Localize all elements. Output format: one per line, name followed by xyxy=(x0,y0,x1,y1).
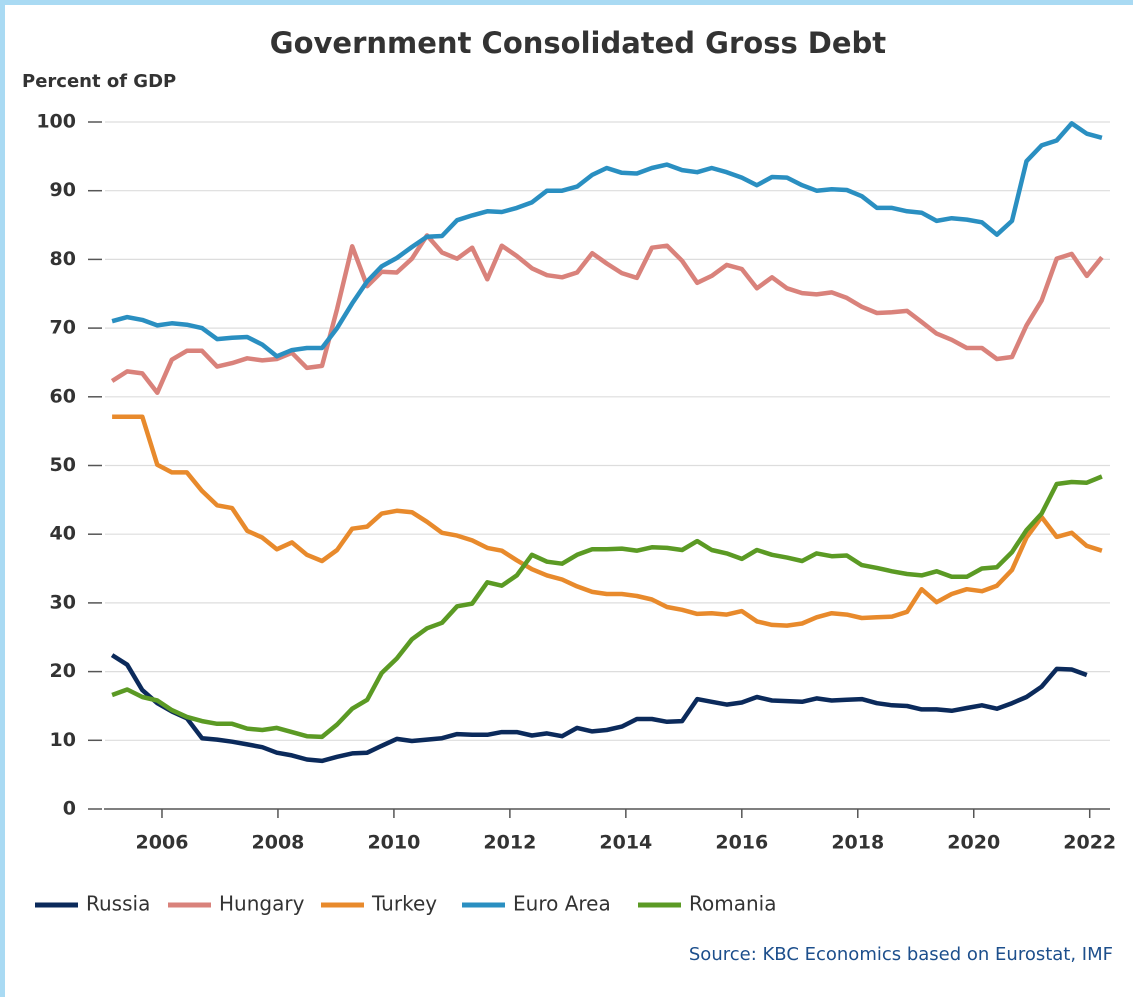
y-tick-label: 80 xyxy=(50,248,76,270)
x-tick-label: 2020 xyxy=(947,832,1000,854)
x-tick-label: 2010 xyxy=(367,832,420,854)
y-tick-label: 90 xyxy=(50,179,76,201)
series-line xyxy=(111,474,1103,740)
x-tick-label: 2022 xyxy=(1063,832,1116,854)
legend-label: Euro Area xyxy=(513,892,611,916)
x-tick-label: 2018 xyxy=(831,832,884,854)
legend-label: Hungary xyxy=(219,892,305,916)
legend-label: Turkey xyxy=(371,892,437,916)
y-tick-label: 60 xyxy=(50,385,76,407)
series-line xyxy=(110,233,1104,395)
series-line xyxy=(110,653,1088,764)
x-tick-label: 2008 xyxy=(252,832,305,854)
legend-label: Romania xyxy=(689,892,776,916)
y-tick-label: 40 xyxy=(50,523,76,545)
y-tick-label: 50 xyxy=(50,454,76,476)
x-tick-label: 2016 xyxy=(715,832,768,854)
y-tick-label: 20 xyxy=(50,660,76,682)
y-tick-label: 0 xyxy=(63,798,76,820)
x-tick-label: 2014 xyxy=(599,832,652,854)
series-line xyxy=(111,121,1103,359)
chart-title: Government Consolidated Gross Debt xyxy=(270,26,887,60)
x-tick-label: 2012 xyxy=(483,832,536,854)
y-tick-label: 100 xyxy=(36,111,76,133)
series-line xyxy=(112,414,1103,628)
y-axis-label: Percent of GDP xyxy=(22,71,176,92)
frame-top xyxy=(0,0,1133,5)
x-tick-label: 2006 xyxy=(136,832,189,854)
y-tick-label: 10 xyxy=(50,729,76,751)
y-tick-label: 30 xyxy=(50,591,76,613)
y-tick-label: 70 xyxy=(50,317,76,339)
legend-label: Russia xyxy=(86,892,150,916)
source: Source: KBC Economics based on Eurostat,… xyxy=(689,944,1113,965)
frame-left xyxy=(0,0,5,997)
